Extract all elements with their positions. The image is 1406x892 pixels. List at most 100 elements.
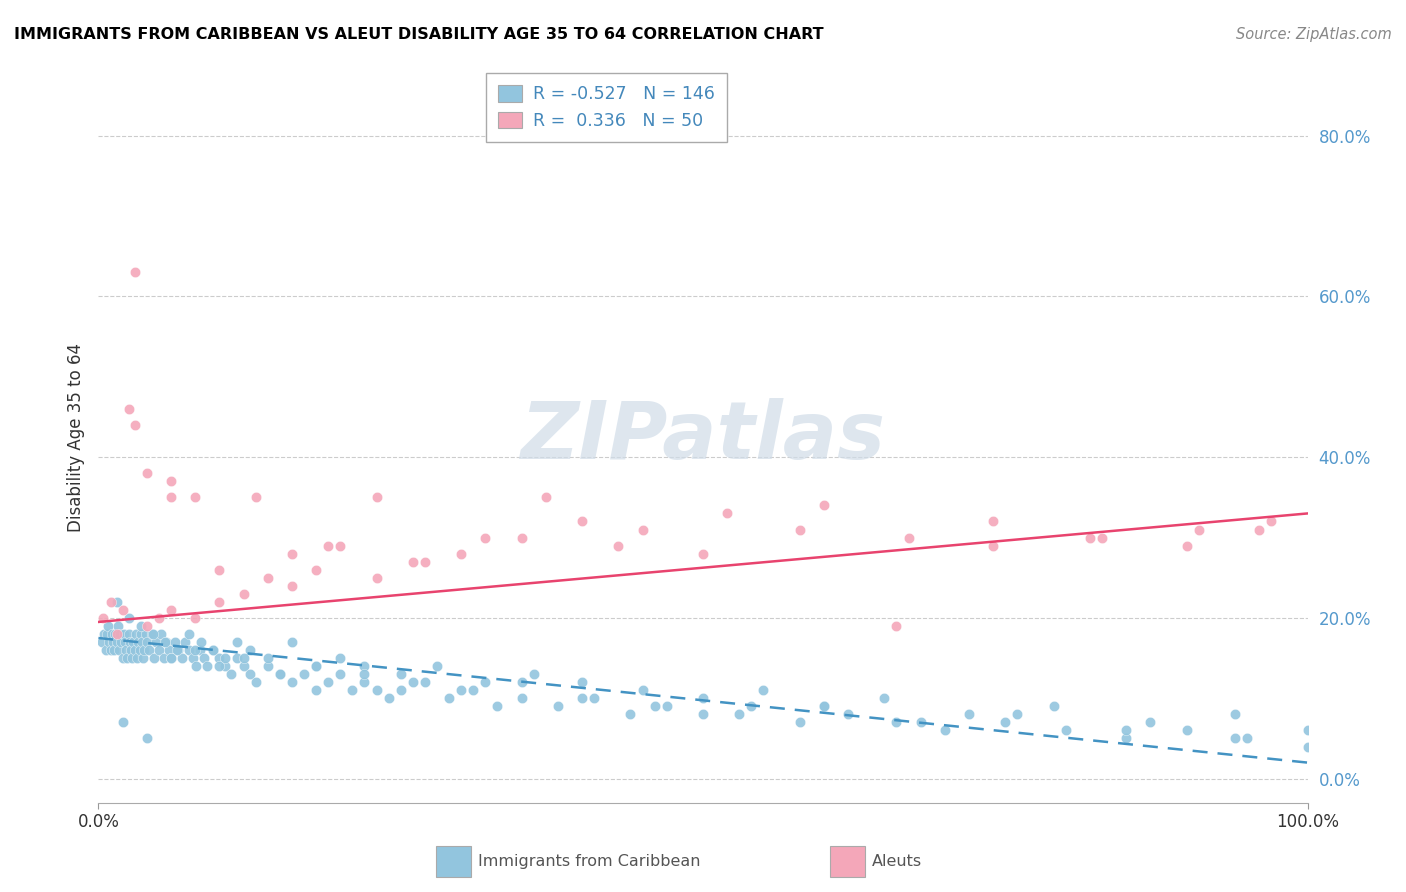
Point — [426, 659, 449, 673]
Text: Immigrants from Caribbean: Immigrants from Caribbean — [478, 855, 700, 869]
Point — [463, 683, 485, 698]
Point — [143, 651, 166, 665]
Point — [208, 651, 231, 665]
Point — [232, 651, 254, 665]
Point — [160, 651, 183, 665]
Point — [135, 467, 157, 481]
Point — [1078, 531, 1101, 545]
Point — [127, 635, 149, 649]
Point — [97, 619, 120, 633]
Point — [108, 643, 131, 657]
Point — [150, 627, 173, 641]
Point — [170, 651, 193, 665]
Point — [389, 667, 412, 681]
Point — [607, 539, 630, 553]
Point — [186, 659, 208, 673]
Point — [571, 515, 593, 529]
Point — [413, 675, 436, 690]
Point — [135, 627, 157, 641]
Point — [114, 635, 136, 649]
Point — [366, 491, 388, 505]
Point — [232, 659, 254, 673]
Point — [1175, 539, 1198, 553]
Point — [305, 563, 328, 577]
Point — [124, 265, 146, 279]
Point — [450, 547, 472, 561]
Point — [157, 643, 180, 657]
Point — [190, 635, 212, 649]
Point — [160, 491, 183, 505]
Point — [221, 667, 243, 681]
Point — [111, 715, 134, 730]
Point — [1223, 731, 1246, 746]
Point — [152, 651, 174, 665]
Point — [692, 547, 714, 561]
Point — [583, 691, 606, 706]
Point — [100, 595, 122, 609]
Point — [305, 683, 328, 698]
Point — [188, 643, 211, 657]
Point — [510, 675, 533, 690]
Point — [94, 643, 117, 657]
Point — [281, 579, 304, 593]
Point — [245, 491, 267, 505]
Point — [981, 539, 1004, 553]
Point — [118, 611, 141, 625]
Point — [789, 523, 811, 537]
Point — [692, 691, 714, 706]
Point — [1188, 523, 1211, 537]
Point — [142, 627, 165, 641]
Point — [179, 643, 201, 657]
Point — [1115, 731, 1137, 746]
Point — [1260, 515, 1282, 529]
Point — [179, 627, 201, 641]
Point — [316, 539, 339, 553]
Point — [184, 643, 207, 657]
Point — [131, 635, 153, 649]
Point — [377, 691, 399, 706]
Point — [115, 643, 138, 657]
Point — [450, 683, 472, 698]
Point — [934, 723, 956, 738]
Y-axis label: Disability Age 35 to 64: Disability Age 35 to 64 — [66, 343, 84, 532]
Point — [148, 611, 170, 625]
Point — [214, 659, 236, 673]
Point — [166, 643, 188, 657]
Point — [256, 651, 278, 665]
Point — [160, 651, 183, 665]
Point — [305, 659, 328, 673]
Point — [402, 555, 425, 569]
Legend: R = -0.527   N = 146, R =  0.336   N = 50: R = -0.527 N = 146, R = 0.336 N = 50 — [486, 73, 727, 142]
Point — [167, 643, 190, 657]
Point — [789, 715, 811, 730]
Point — [214, 651, 236, 665]
Point — [105, 627, 128, 641]
Point — [910, 715, 932, 730]
Point — [100, 643, 122, 657]
Point — [740, 699, 762, 714]
Point — [523, 667, 546, 681]
Point — [202, 643, 225, 657]
Point — [208, 659, 231, 673]
Point — [631, 683, 654, 698]
Point — [138, 643, 160, 657]
Point — [127, 651, 149, 665]
Point — [181, 651, 204, 665]
Point — [120, 643, 142, 657]
Point — [897, 531, 920, 545]
Point — [163, 635, 186, 649]
Point — [193, 651, 215, 665]
Point — [994, 715, 1017, 730]
Point — [256, 659, 278, 673]
Point — [91, 635, 114, 649]
Point — [141, 627, 163, 641]
Point — [813, 699, 835, 714]
Point — [108, 627, 131, 641]
Point — [111, 651, 134, 665]
Point — [353, 659, 375, 673]
Point — [98, 635, 121, 649]
Point — [510, 691, 533, 706]
Point — [1139, 715, 1161, 730]
Point — [353, 667, 375, 681]
Point — [1007, 707, 1029, 722]
